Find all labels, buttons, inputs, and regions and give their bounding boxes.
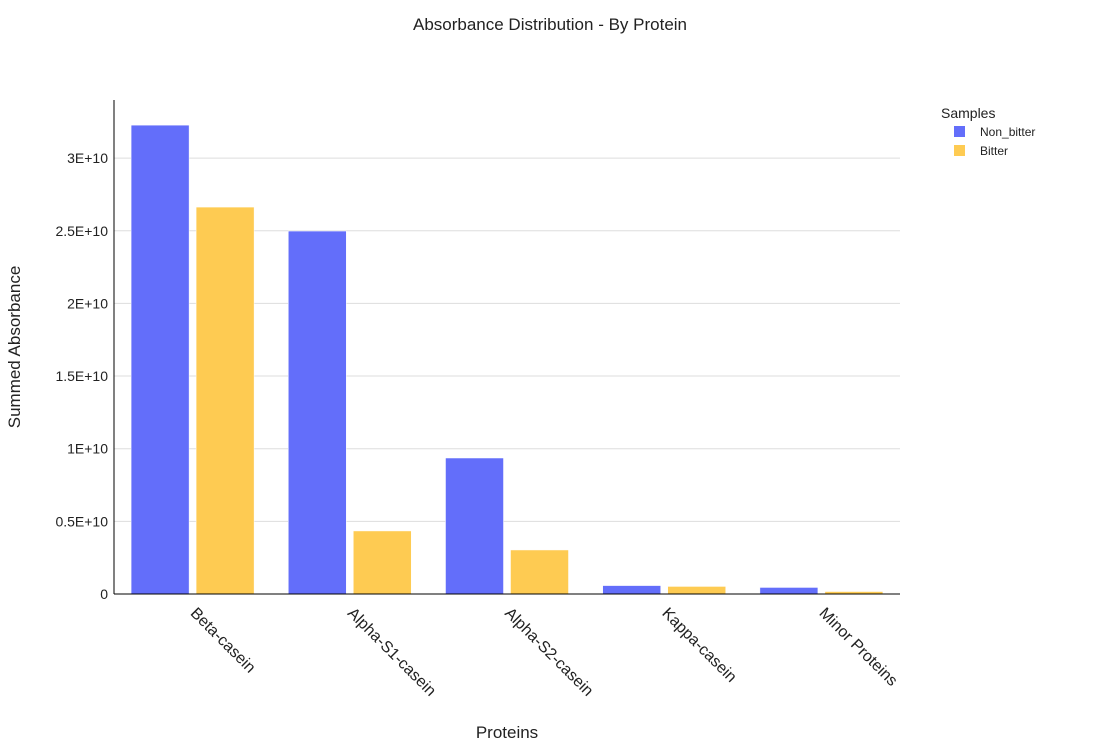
y-tick-label: 2E+10 xyxy=(67,295,108,311)
y-tick-label: 1.5E+10 xyxy=(55,368,108,384)
x-tick-label: Minor Proteins xyxy=(816,605,901,690)
bar-non-bitter[interactable] xyxy=(130,124,190,595)
y-tick-label: 0 xyxy=(100,586,108,602)
legend: Samples Non_bitter Bitter xyxy=(941,105,1035,158)
legend-swatch xyxy=(954,126,965,137)
y-tick-label: 3E+10 xyxy=(67,150,108,166)
bar-non-bitter[interactable] xyxy=(288,230,347,595)
bar-non-bitter[interactable] xyxy=(602,585,661,595)
bar-non-bitter[interactable] xyxy=(445,457,504,595)
legend-label: Bitter xyxy=(980,144,1008,158)
x-tick-label: Kappa-casein xyxy=(658,605,739,686)
y-tick-label: 2.5E+10 xyxy=(55,223,108,239)
bar-non-bitter[interactable] xyxy=(759,587,819,595)
bar-bitter[interactable] xyxy=(510,549,569,595)
bar-bitter[interactable] xyxy=(667,586,726,595)
x-tick-label: Alpha-S1-casein xyxy=(344,605,439,700)
x-tick-label: Alpha-S2-casein xyxy=(501,605,596,700)
legend-swatch xyxy=(954,145,965,156)
x-axis-label: Proteins xyxy=(476,723,538,742)
bar-bitter[interactable] xyxy=(353,530,412,595)
bar-bitter[interactable] xyxy=(195,206,255,595)
legend-item[interactable]: Non_bitter xyxy=(954,125,1035,139)
y-tick-label: 1E+10 xyxy=(67,441,108,457)
legend-title: Samples xyxy=(941,105,995,121)
legend-label: Non_bitter xyxy=(980,125,1035,139)
y-tick-label: 0.5E+10 xyxy=(55,513,108,529)
chart-title: Absorbance Distribution - By Protein xyxy=(413,15,687,34)
legend-item[interactable]: Bitter xyxy=(954,144,1008,158)
y-axis-label: Summed Absorbance xyxy=(5,266,24,429)
x-tick-label: Beta-casein xyxy=(187,605,259,677)
